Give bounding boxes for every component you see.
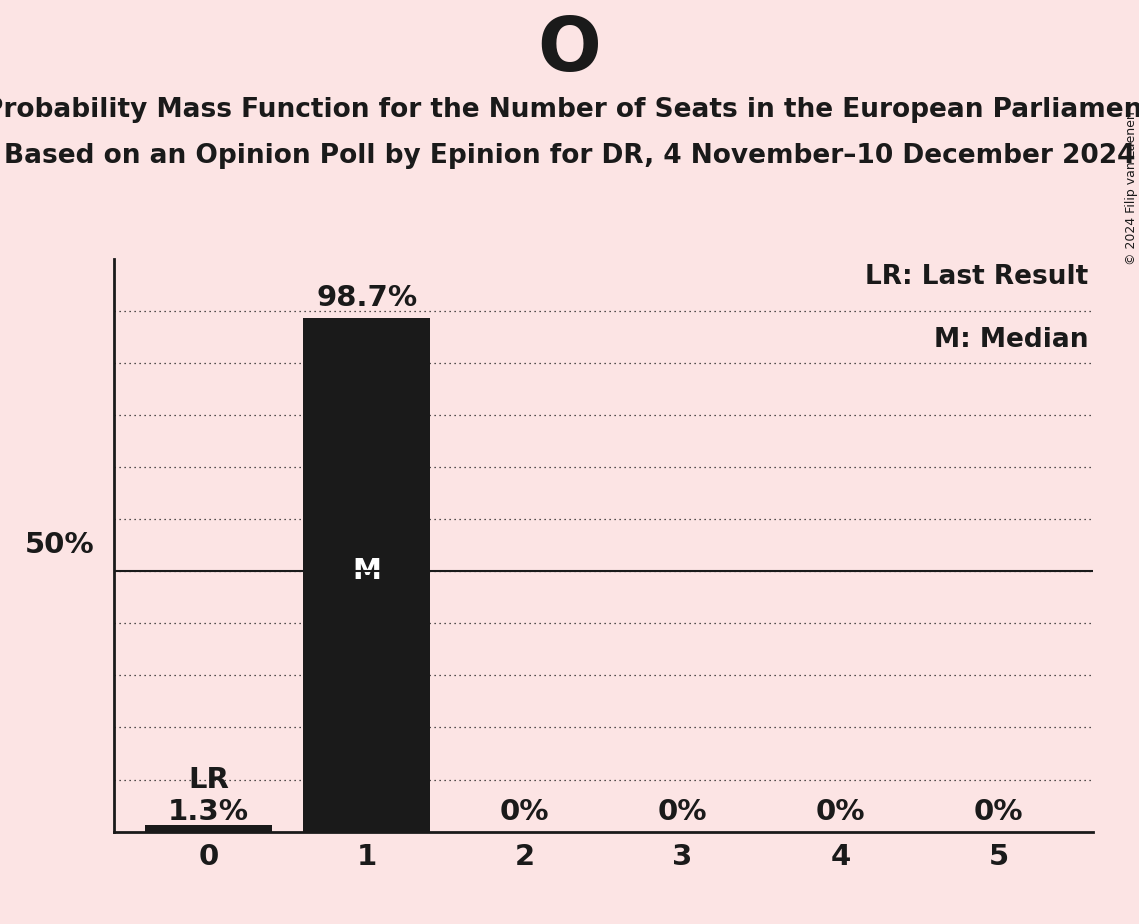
Text: 50%: 50% [25, 531, 95, 559]
Text: M: Median: M: Median [934, 327, 1089, 354]
Text: Based on an Opinion Poll by Epinion for DR, 4 November–10 December 2024: Based on an Opinion Poll by Epinion for … [3, 143, 1136, 169]
Text: Probability Mass Function for the Number of Seats in the European Parliament: Probability Mass Function for the Number… [0, 97, 1139, 123]
Text: 98.7%: 98.7% [317, 285, 417, 312]
Text: LR: LR [188, 766, 229, 794]
Text: M: M [352, 557, 382, 585]
Text: 0%: 0% [658, 798, 707, 826]
Text: 1.3%: 1.3% [169, 798, 249, 826]
Text: © 2024 Filip van Laenen: © 2024 Filip van Laenen [1124, 111, 1138, 264]
Text: O: O [538, 14, 601, 87]
Bar [146, 825, 272, 832]
Text: LR: Last Result: LR: Last Result [866, 264, 1089, 290]
Text: 0%: 0% [500, 798, 549, 826]
Bar [303, 318, 429, 832]
Text: 0%: 0% [974, 798, 1024, 826]
Text: 0%: 0% [816, 798, 866, 826]
